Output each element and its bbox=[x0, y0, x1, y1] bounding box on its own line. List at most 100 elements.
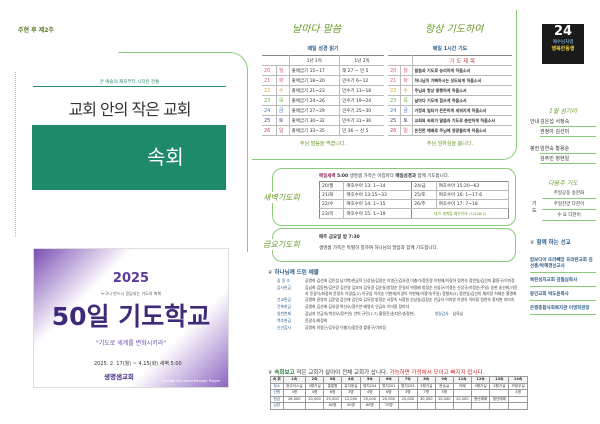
cell: 월 bbox=[400, 65, 413, 76]
prayer-school-poster: 2025 누구나 반드시 응답되는 기도의 축복 50일 기도학교 "기도로 세… bbox=[33, 248, 229, 388]
prayer-caption: 매일 1시간 기도 bbox=[432, 46, 468, 52]
cell: 수 bbox=[400, 85, 413, 96]
cell: 청년예배 bbox=[470, 395, 491, 403]
cell: 출애굽기 24~26 bbox=[288, 95, 340, 106]
tree-icon: ❦ bbox=[530, 240, 535, 246]
cell: 출애굽기 33~35 bbox=[288, 125, 340, 136]
cell: 김남희 김동현/김은경 김인영 김보자 김유경 김순실/방정순 문길지 박정배 … bbox=[303, 285, 520, 297]
poster-eng: Change the world through Prayer bbox=[161, 379, 220, 383]
cell bbox=[489, 402, 510, 410]
cell: 일 bbox=[275, 125, 290, 136]
servers-list: 안내 김은섭 서정숙 권정아 김선미 봉헌 임연숙 황용순 김주민 정현일 bbox=[530, 117, 596, 171]
dawn-box: 매일새벽 5:00 생명샘 가족은 아침마다 매일성경과 함께 기도합니다. 2… bbox=[272, 168, 516, 226]
offering-k2: 생일감사 bbox=[434, 311, 449, 316]
report-row: 헌금 28,000 20,000 25,000 12,000 25,000 20,000 20… bbox=[270, 395, 528, 403]
prayer-table: 기 도 제 목 20 월 말씀과 기도로 승리하게 하옵소서 21 화 하나님이 기뻐하시… bbox=[388, 55, 512, 136]
report-row: 심방 60명 30명 60명 70명 bbox=[270, 402, 528, 410]
cell: 명지204 bbox=[359, 382, 380, 390]
cell: 20/월 bbox=[319, 181, 345, 191]
offering-names: 김남지 안금숙(박선오/정수연) 안미 규민(1,7) 황용진(송지은/송정현) bbox=[305, 311, 415, 316]
cell: 가정과 일터가 든든하게 세워지게 하옵소서 bbox=[411, 105, 512, 116]
mission-item: 복된성지교회 김철심목사 bbox=[530, 276, 596, 287]
lead-list: 기도 주일공동 송한화 주일찬양 다찬이 수 요 다찬이 bbox=[530, 188, 596, 221]
server-names: 김주민 정현일 bbox=[540, 154, 596, 164]
cell: 수 bbox=[275, 85, 290, 96]
cell bbox=[282, 402, 307, 410]
cell: 토 bbox=[400, 115, 413, 126]
cell: 맥추헌금 bbox=[277, 318, 291, 323]
dawn-row: 23/목 여호수아 15: 1~19 내가 새벽을 깨우리라 (시108:2) bbox=[319, 208, 509, 219]
prayer-row: 21 화 하나님이 기뻐하시는 성도되게 하옵소서 bbox=[388, 75, 512, 86]
logo-num: 24 bbox=[553, 24, 573, 39]
dawn-bold: 매일새벽 bbox=[319, 174, 336, 179]
cell: 주님과 항상 동행하게 하옵소서 bbox=[411, 85, 512, 96]
cell: 일천번제 bbox=[277, 311, 291, 316]
cell: 토 bbox=[275, 115, 290, 126]
cell: 24/금 bbox=[411, 181, 437, 191]
cell: 공명희 김선애 김인섭 남기복/한금덕 신상실/김정순 이영근/김유경 이충기/… bbox=[303, 278, 520, 285]
cell: 날마다 기도에 힘쓰게 하옵소서 bbox=[411, 95, 512, 106]
server-k: 봉헌 bbox=[530, 146, 540, 152]
cell: 교회와 속회가 말씀과 기도로 충만하게 하옵소서 bbox=[411, 115, 512, 126]
cell: 금 bbox=[400, 105, 413, 116]
cell: 심방 bbox=[270, 402, 284, 410]
offering-row: 십 일 조 공명희 김선애 김인섭 남기복/한금덕 신상실/김정순 이영근/김유경… bbox=[275, 278, 520, 285]
bible-caption: 매일 성경 읽기 bbox=[307, 46, 339, 52]
offering-names: 김남희 김동현/김은경 김인영 김보자 김유경 김순실/방정순 문길지 박정배 … bbox=[305, 285, 518, 296]
cell: 월 bbox=[275, 65, 290, 76]
offering-row: 건축헌금 공명희 김선애 김유경 박선오/정수연 배영숙 안금숙 이미정 정미자 bbox=[275, 304, 520, 311]
cell: 말씀과 기도로 승리하게 하옵소서 bbox=[411, 65, 512, 76]
col1: 1년 1독 bbox=[288, 55, 340, 66]
prayer-row: 23 목 날마다 기도에 힘쓰게 하옵소서 bbox=[388, 95, 512, 106]
cell: 명지201 bbox=[378, 382, 399, 390]
cell: 30명 bbox=[341, 402, 361, 410]
dawn-row: 20/월 여호수아 13: 1~14 24/금 여호수아 15:20~63 bbox=[319, 181, 510, 191]
tree-icon: ❦ bbox=[268, 370, 273, 376]
cover-title: 교회 안의 작은 교회 bbox=[68, 100, 191, 119]
bible-heading: 날마다 말씀 bbox=[292, 24, 342, 35]
cell: 21 bbox=[388, 75, 401, 86]
friday-text: 생명샘 가족은 특별히 정하여 하나님의 말씀과 함께 기도합니다. bbox=[319, 246, 439, 251]
bible-row: 25 토 출애굽기 30~32 민수기 31~36 bbox=[262, 115, 384, 126]
cell: 26/주 bbox=[411, 199, 437, 209]
cell: 22 bbox=[388, 85, 401, 96]
logo: 24 예수님처럼 행복한동행 bbox=[542, 24, 584, 64]
cell: 여호수아 15:20~63 bbox=[436, 181, 510, 191]
cell: 민수기 6~12 bbox=[339, 75, 384, 86]
prayer-row: 25 토 교회와 속회가 말씀과 기도로 충만하게 하옵소서 bbox=[388, 115, 512, 126]
prayer-row: 22 수 주님과 항상 동행하게 하옵소서 bbox=[388, 85, 512, 96]
cell: 명지203 bbox=[397, 382, 418, 390]
cell bbox=[470, 402, 491, 410]
cell bbox=[452, 402, 472, 410]
cell: 공명희 권영미 김운엽 김인애 김인호 김유경 방정순 서정숙 서정원 신상실/… bbox=[303, 297, 520, 304]
cell: 26 bbox=[262, 125, 277, 136]
offering-row: 맥추헌금 윤광식/최정희 bbox=[275, 318, 520, 325]
mission-heading: 함께 하는 선교 bbox=[536, 240, 571, 246]
dawn-intro2: 매일성경과 bbox=[395, 174, 417, 179]
cell: 내가 새벽을 깨우리라 (시108:2) bbox=[411, 208, 509, 219]
cell: 여호수아 14: 1~15 bbox=[343, 199, 413, 209]
cell: 20 bbox=[262, 65, 277, 76]
logo-l1: 예수님처럼 bbox=[552, 40, 574, 45]
offering-table: 십 일 조 공명희 김선애 김인섭 남기복/한금덕 신상실/김정순 이영근/김유경… bbox=[275, 278, 520, 332]
cell: 신년감사 bbox=[277, 325, 291, 330]
cell: 25 bbox=[388, 115, 401, 126]
lead-heading: 다음주 기도 bbox=[548, 180, 578, 187]
dawn-row: 22/수 여호수아 14: 1~15 26/주 여호수아 17: 7~18 bbox=[319, 199, 510, 209]
server-group: 봉헌 임연숙 황용순 김주민 정현일 bbox=[530, 144, 596, 164]
cell: 화 bbox=[400, 75, 413, 86]
friday-when: 매주 금요일 밤 7:30 bbox=[319, 235, 360, 240]
cell: 레 27 ~ 민 5 bbox=[339, 65, 384, 76]
mission-list: 캄보디아 뜨러뻬앙 프라란교회 김선흥/박혜경선교사 복된성지교회 김철심목사 동인… bbox=[530, 256, 596, 318]
cell: 출애굽기 15~17 bbox=[288, 65, 340, 76]
offering-names: 윤광식/최정희 bbox=[305, 318, 328, 323]
cell: 여호수아 16: 1~17:6 bbox=[436, 190, 510, 200]
poster-dates: 2025. 2. 17(월) ~ 4.15(화) 새벽 5:00 bbox=[94, 361, 182, 367]
offering-row: 선교헌금 공명희 권영미 김운엽 김인애 김인호 김유경 방정순 서정숙 서정원 … bbox=[275, 297, 520, 304]
poster-church: 생명샘교회 bbox=[104, 373, 134, 381]
cell: 민수기 19~24 bbox=[339, 95, 384, 106]
bible-row: 22 수 출애굽기 21~23 민수기 13~18 bbox=[262, 85, 384, 96]
cell: 25/토 bbox=[411, 190, 437, 200]
report-note: 작은 교회가 살아야 전체 교회가 삽니다. bbox=[296, 370, 388, 376]
cell: 현주라스실 bbox=[282, 382, 307, 390]
